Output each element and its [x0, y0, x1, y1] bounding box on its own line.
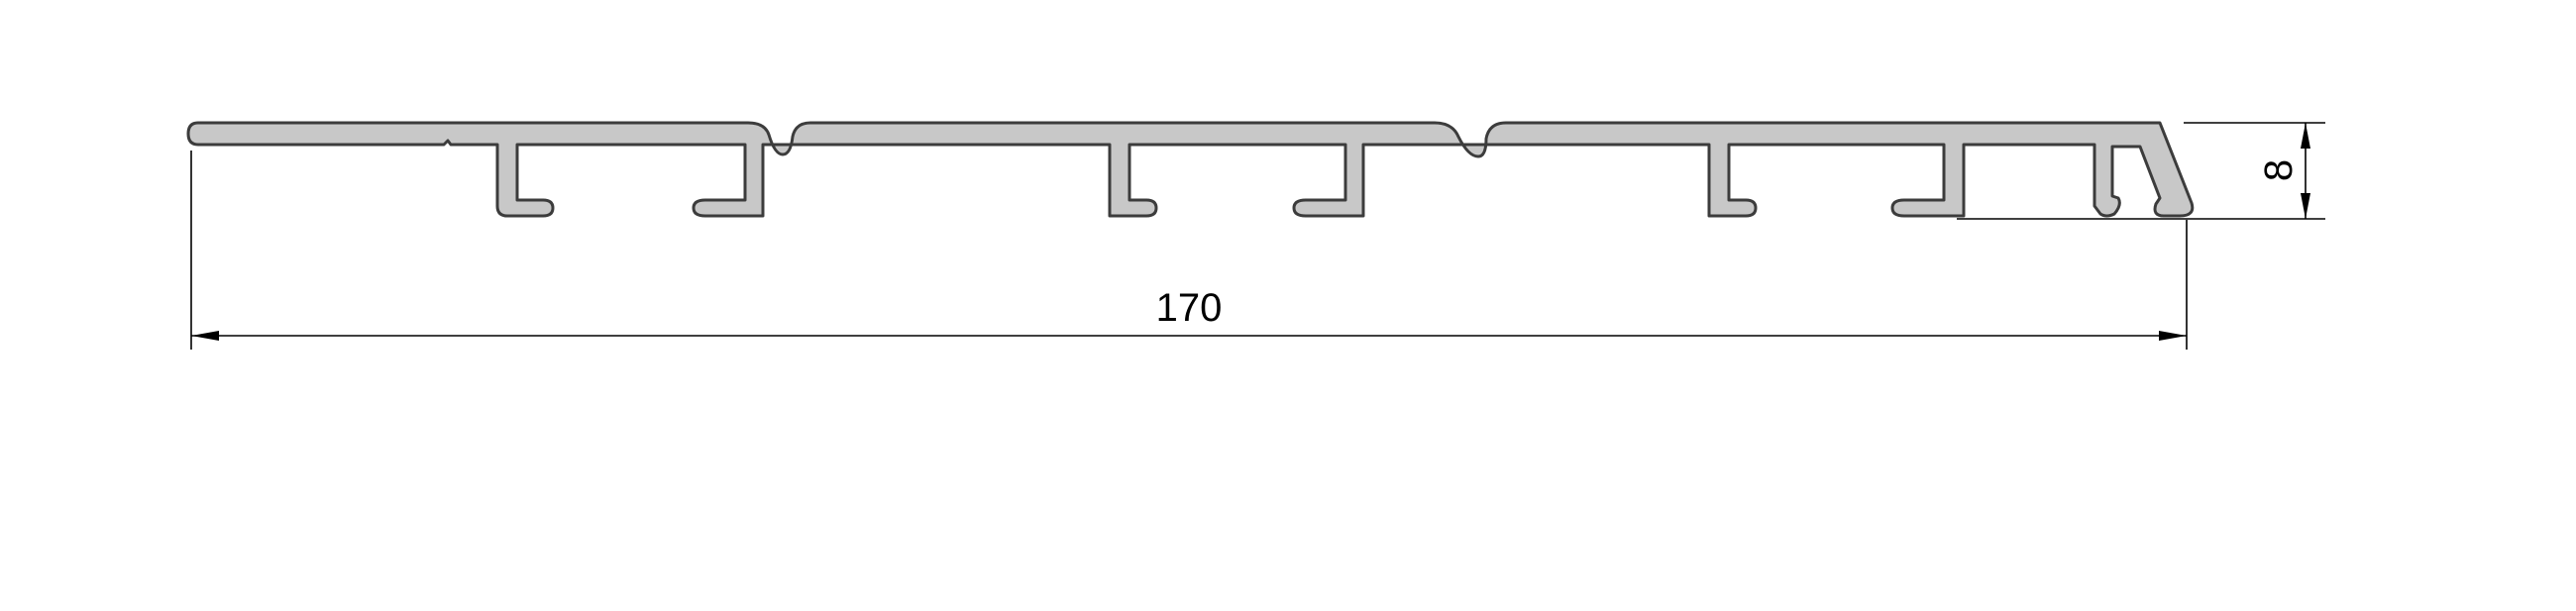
width-arrow-right: [2159, 331, 2187, 341]
height-dimension-label: 8: [2257, 159, 2301, 181]
height-arrow-top: [2301, 123, 2310, 149]
width-arrow-left: [191, 331, 219, 341]
width-dimension-label: 170: [1156, 286, 1223, 330]
deck-profile-cross-section: [186, 121, 2195, 218]
height-arrow-bottom: [2301, 193, 2310, 219]
